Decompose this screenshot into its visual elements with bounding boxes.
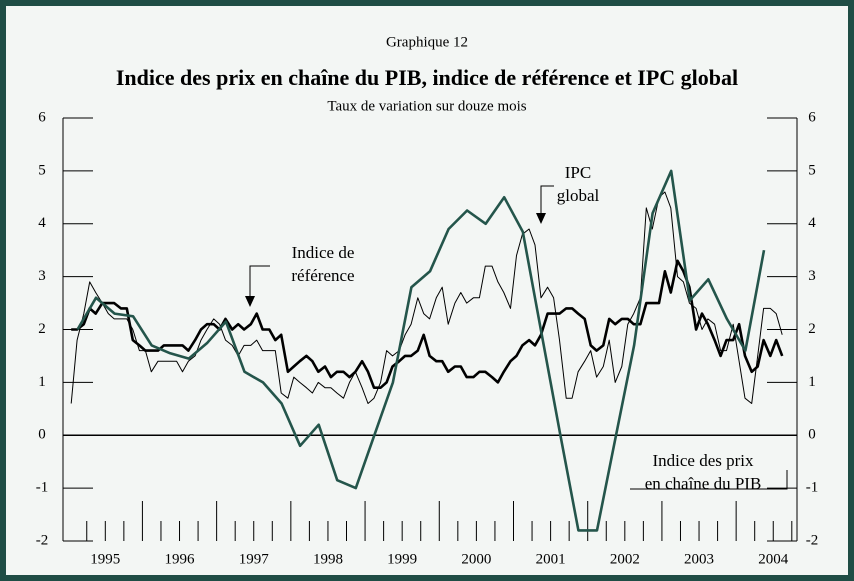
chart-subtitle: Taux de variation sur douze mois — [327, 98, 526, 114]
y2-tick-label: 1 — [808, 374, 816, 390]
annotation: global — [557, 186, 600, 205]
y2-tick-label: 5 — [808, 162, 816, 178]
x-tick-label: 2001 — [536, 551, 566, 567]
x-tick-label: 2000 — [461, 551, 491, 567]
annotation: IPC — [565, 163, 591, 182]
y2-tick-label: 4 — [808, 215, 816, 231]
x-tick-label: 1997 — [239, 551, 270, 567]
chart-label: Graphique 12 — [386, 34, 468, 50]
annotation: en chaîne du PIB — [645, 474, 762, 493]
y2-tick-label: -1 — [806, 480, 819, 496]
y-tick-label: 4 — [38, 215, 46, 231]
annotation-arrowhead — [245, 296, 255, 307]
annotation-leader — [630, 470, 788, 490]
annotation-leader — [249, 265, 270, 296]
series-line — [70, 191, 783, 404]
annotation-leader — [540, 185, 554, 213]
x-tick-label: 1999 — [387, 551, 417, 567]
annotation-arrowhead — [536, 213, 546, 224]
x-tick-label: 1998 — [313, 551, 343, 567]
y2-tick-label: 2 — [808, 321, 816, 337]
x-tick-label: 1996 — [165, 551, 196, 567]
chart-title: Indice des prix en chaîne du PIB, indice… — [116, 65, 738, 90]
x-tick-label: 1995 — [90, 551, 120, 567]
y-tick-label: 5 — [38, 162, 46, 178]
y2-tick-label: 0 — [808, 427, 816, 443]
x-tick-label: 2004 — [758, 551, 789, 567]
annotation: référence — [291, 266, 354, 285]
y-tick-label: 2 — [38, 321, 46, 337]
annotation: Indice des prix — [652, 451, 754, 470]
y2-tick-label: 3 — [808, 268, 816, 284]
x-tick-label: 2002 — [610, 551, 640, 567]
y-tick-label: 1 — [38, 374, 46, 390]
y-tick-label: 6 — [38, 109, 46, 125]
series-line — [71, 259, 784, 389]
y-tick-label: -2 — [36, 532, 49, 548]
x-tick-label: 2003 — [684, 551, 714, 567]
annotation: Indice de — [292, 243, 355, 262]
y-tick-label: 3 — [38, 268, 46, 284]
y-tick-label: -1 — [36, 480, 49, 496]
y-tick-label: 0 — [38, 427, 46, 443]
y2-tick-label: -2 — [806, 532, 819, 548]
y2-tick-label: 6 — [808, 109, 816, 125]
series-line — [76, 169, 766, 532]
